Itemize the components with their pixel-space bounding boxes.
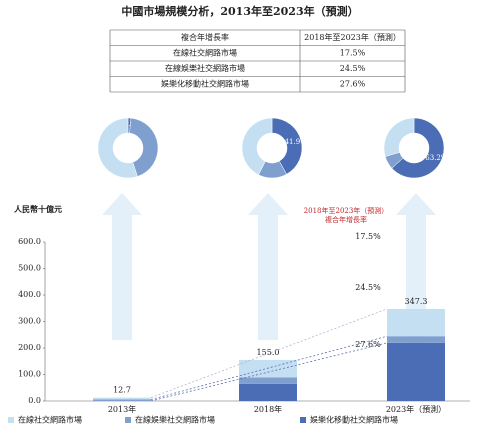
donut-segment [241,117,273,176]
y-tick-label: 100.0 [18,370,41,379]
y-tick-label: 400.0 [18,290,41,299]
donut-segment [391,117,445,179]
bar-segment [239,383,297,401]
donut-segment [271,117,303,175]
donut-segment [97,117,138,179]
bar-segment [387,308,445,337]
table-cell: 在線娛樂社交網路市場 [165,63,245,73]
bar-segment [239,377,297,384]
legend-swatch [300,417,306,423]
table-header: 2018年至2023年（預測） [304,32,401,42]
table-cell: 17.5% [340,48,366,57]
donut-label: 41.9% [285,138,308,146]
bar-segment [239,359,297,378]
arrow [102,193,142,340]
legend-swatch [125,417,131,423]
y-tick-label: 0.0 [28,396,41,405]
x-tick-label: 2013年 [108,404,136,414]
page-title: 中國市場規模分析，2013年至2023年（預測） [121,4,358,18]
bar-segment [387,342,445,401]
growth-label: 27.6% [355,340,381,349]
donut-segment [129,117,159,177]
y-tick-label: 200.0 [18,343,41,352]
y-tick-label: 300.0 [18,317,41,326]
total-label: 347.3 [405,297,428,306]
total-label: 155.0 [257,348,280,357]
growth-line [150,335,388,400]
annotation: 2018年至2023年（預測） [304,206,389,215]
table-cell: 在線社交網路市場 [173,47,237,57]
bar-segment [93,399,151,401]
legend-swatch [8,417,14,423]
x-tick-label: 2023年（預測） [386,404,446,414]
arrow [248,193,288,340]
y-tick-label: 500.0 [18,264,41,273]
annotation: 複合年增長率 [325,215,367,224]
growth-label: 17.5% [355,232,381,241]
growth-label: 24.5% [355,283,381,292]
y-tick-label: 600.0 [18,237,41,246]
table-cell: 娛樂化移動社交網路市場 [161,78,249,88]
bar-segment [93,397,151,400]
x-tick-label: 2018年 [254,404,282,414]
legend-label: 在線娛樂社交網路市場 [135,415,215,425]
bar-segment [387,336,445,343]
table-header: 複合年增長率 [181,32,229,42]
growth-line [150,342,388,402]
y-axis-label: 人民幣十億元 [14,204,62,214]
legend-label: 娛樂化移動社交網路市場 [310,415,398,425]
donut-label: 63.2% [425,154,448,162]
arrow [396,193,436,340]
total-label: 12.7 [113,386,131,395]
donut-segment [383,117,415,157]
table-cell: 24.5% [340,64,366,73]
table-cell: 27.6% [340,79,366,88]
legend-label: 在線社交網路市場 [18,415,82,425]
